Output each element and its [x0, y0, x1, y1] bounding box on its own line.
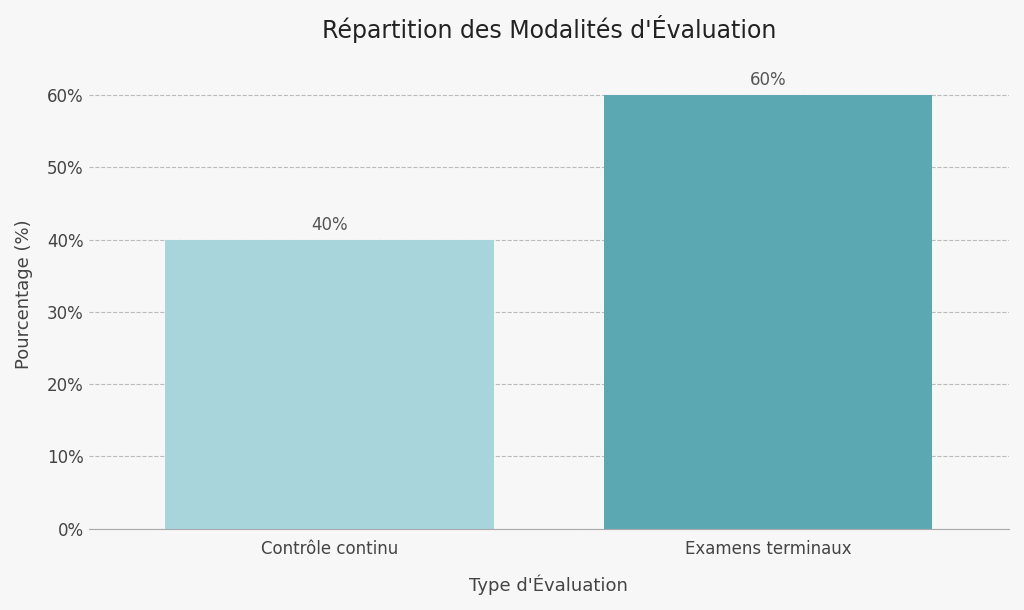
Text: 60%: 60%	[750, 71, 786, 89]
Title: Répartition des Modalités d'Évaluation: Répartition des Modalités d'Évaluation	[322, 15, 776, 43]
Text: 40%: 40%	[311, 216, 348, 234]
Bar	[603, 95, 932, 529]
Y-axis label: Pourcentage (%): Pourcentage (%)	[15, 219, 33, 368]
X-axis label: Type d'Évaluation: Type d'Évaluation	[469, 575, 628, 595]
Bar	[165, 240, 494, 529]
